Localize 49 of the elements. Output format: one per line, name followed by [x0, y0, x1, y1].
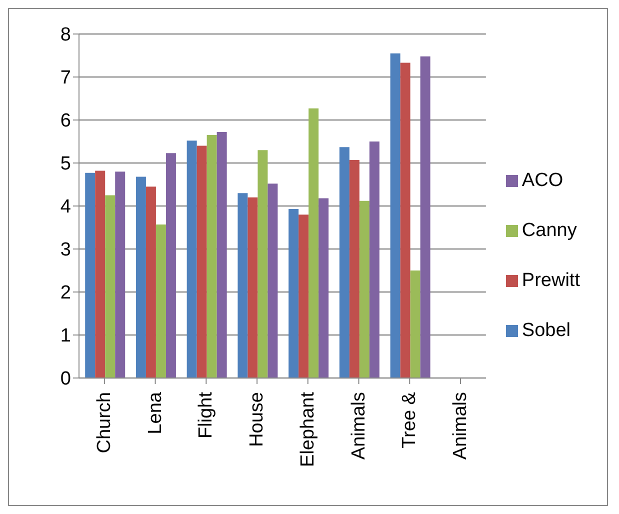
x-tick-label: Elephant: [297, 391, 318, 468]
bar: [369, 142, 380, 378]
bar: [136, 176, 146, 378]
bar: [298, 214, 309, 378]
y-tick-label: 8: [60, 24, 71, 46]
y-tick-label: 5: [60, 154, 71, 175]
x-tick-label: Lena: [144, 392, 166, 434]
y-tick-label: 6: [60, 110, 71, 132]
bar: [349, 160, 360, 378]
bar: [400, 62, 410, 378]
bar: [115, 172, 126, 378]
bar: [196, 146, 207, 378]
x-tick-label: Animals: [450, 392, 471, 460]
legend-label: ACO: [522, 170, 564, 191]
x-tick-label: Flight: [196, 391, 217, 438]
bar: [186, 140, 197, 378]
bar: [166, 153, 176, 378]
bar: [105, 195, 116, 378]
x-tick-label: Church: [94, 392, 115, 454]
bar: [308, 108, 319, 378]
bar: [268, 184, 278, 378]
x-tick-label: House: [246, 392, 268, 447]
y-tick-label: 4: [60, 196, 72, 218]
bar: [339, 147, 350, 378]
bar: [85, 172, 96, 378]
bar: [156, 224, 166, 378]
legend-label: Canny: [522, 220, 577, 241]
y-tick-label: 2: [60, 282, 71, 304]
bar: [258, 150, 268, 378]
legend-label: Sobel: [522, 320, 571, 341]
bar: [206, 135, 217, 378]
bar: [420, 56, 430, 378]
y-tick-label: 1: [60, 326, 71, 347]
bar: [95, 170, 106, 378]
bar: [390, 53, 400, 378]
bar: [318, 198, 329, 378]
y-tick-label: 0: [60, 368, 71, 390]
bar: [146, 186, 156, 378]
bar: [359, 200, 370, 378]
bar: [288, 209, 299, 378]
x-tick-label: Animals: [348, 392, 370, 460]
bar: [216, 132, 227, 378]
y-tick-label: 7: [60, 68, 71, 89]
y-tick-label: 3: [60, 240, 71, 261]
bar: [248, 197, 258, 378]
x-tick-label: Tree &: [399, 392, 420, 448]
legend-label: Prewitt: [522, 270, 580, 291]
bar: [238, 193, 248, 378]
bar: [410, 270, 420, 378]
